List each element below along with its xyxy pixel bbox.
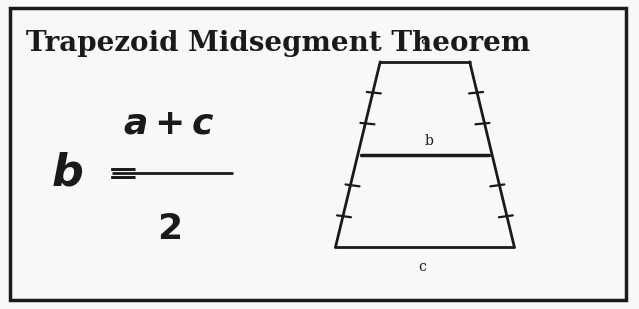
Text: $=$: $=$: [99, 154, 137, 192]
Text: a: a: [420, 33, 429, 47]
Text: c: c: [418, 260, 426, 274]
Text: b: b: [425, 133, 434, 148]
FancyBboxPatch shape: [10, 8, 626, 300]
Text: $\boldsymbol{b}$: $\boldsymbol{b}$: [51, 151, 83, 195]
Text: $\boldsymbol{a+c}$: $\boldsymbol{a+c}$: [123, 107, 215, 141]
Text: Trapezoid Midsegment Theorem: Trapezoid Midsegment Theorem: [26, 30, 530, 57]
Text: $\boldsymbol{2}$: $\boldsymbol{2}$: [157, 212, 181, 246]
